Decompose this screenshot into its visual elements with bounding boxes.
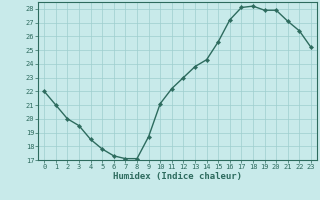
X-axis label: Humidex (Indice chaleur): Humidex (Indice chaleur) — [113, 172, 242, 181]
